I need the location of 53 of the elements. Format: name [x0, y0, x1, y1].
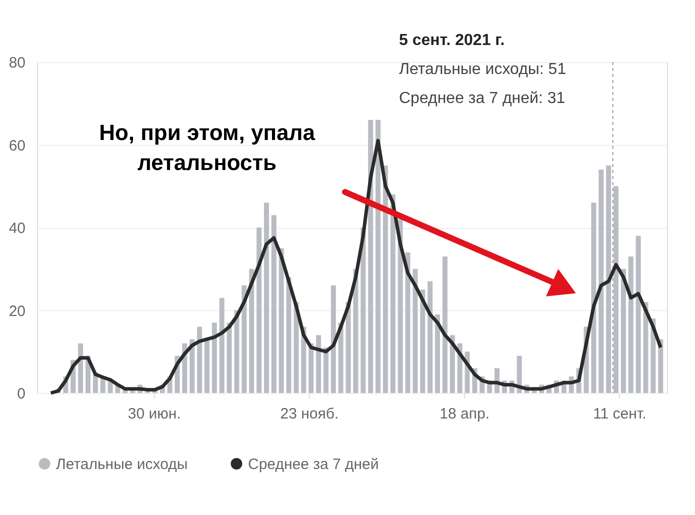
bar	[405, 252, 410, 393]
bar	[428, 281, 433, 393]
bar	[278, 248, 284, 393]
bar	[412, 268, 418, 393]
y-tick-label: 20	[8, 302, 26, 320]
annotation: 5 сент. 2021 г. Летальные исходы: 51 Среднее за 7 дней: 31	[399, 32, 566, 107]
bar	[190, 339, 195, 393]
bar	[420, 290, 426, 393]
annotation: Но, при этом, упала летальность	[99, 120, 316, 175]
bar	[271, 215, 276, 393]
bar	[234, 310, 240, 393]
bar	[591, 202, 596, 393]
bar	[212, 322, 217, 393]
bar	[256, 228, 262, 393]
legend-label: Среднее за 7 дней	[248, 456, 379, 473]
bar	[330, 285, 336, 393]
bar	[382, 165, 388, 393]
bar	[658, 339, 664, 393]
legend-label: Летальные исходы	[56, 456, 188, 473]
bar	[390, 194, 396, 393]
bar	[636, 236, 641, 393]
bar	[78, 343, 84, 393]
bar	[435, 314, 440, 393]
bar	[264, 202, 269, 393]
bar	[628, 256, 634, 393]
bar	[643, 302, 648, 393]
bar	[598, 170, 604, 393]
x-tick-label: 11 сент.	[593, 406, 646, 422]
bar	[242, 285, 247, 393]
y-tick-label: 60	[8, 137, 26, 154]
bar	[398, 219, 403, 393]
bar	[620, 268, 626, 393]
bar	[323, 347, 328, 393]
x-tick-label: 23 нояб.	[280, 406, 339, 422]
bar	[286, 277, 292, 393]
bar	[376, 120, 381, 393]
x-tick-label: 18 апр.	[440, 406, 490, 422]
y-tick-label: 80	[8, 54, 26, 72]
bar	[360, 228, 366, 393]
bar	[219, 298, 224, 393]
bar	[614, 186, 619, 393]
bar	[606, 165, 612, 393]
bar	[197, 326, 202, 393]
bar	[316, 335, 322, 393]
bar	[346, 302, 351, 393]
x-tick-label: 30 июн.	[128, 406, 181, 422]
bar	[249, 268, 254, 393]
bar	[442, 256, 448, 393]
bar	[308, 343, 314, 393]
y-tick-label: 40	[8, 220, 26, 237]
bar	[226, 322, 232, 393]
y-tick-label: 0	[17, 386, 26, 402]
bar	[204, 339, 210, 393]
